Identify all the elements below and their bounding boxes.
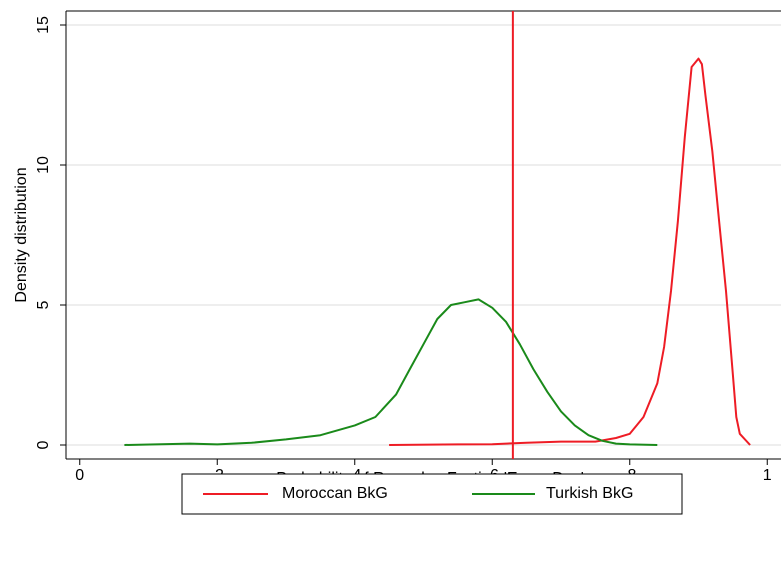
y-tick-label: 10 xyxy=(35,156,52,174)
x-tick-label: 1 xyxy=(763,467,772,484)
y-tick-label: 0 xyxy=(35,440,52,449)
y-axis-title: Density distribution xyxy=(13,167,30,302)
x-tick-label: 0 xyxy=(75,467,84,484)
legend-label: Turkish BkG xyxy=(546,485,633,502)
density-line xyxy=(124,298,658,446)
y-tick-label: 5 xyxy=(35,300,52,309)
legend-label: Moroccan BkG xyxy=(282,485,388,502)
density-line xyxy=(389,57,751,446)
y-tick-label: 15 xyxy=(35,16,52,34)
